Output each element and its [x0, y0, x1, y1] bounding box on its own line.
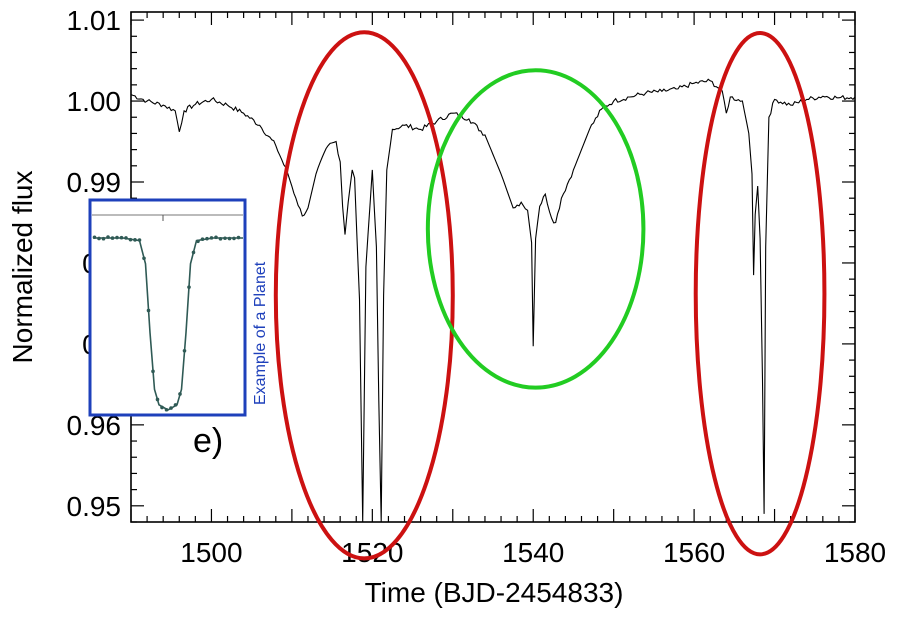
inset-data-point [187, 285, 191, 289]
x-tick-label: 1500 [180, 537, 242, 568]
inset-frame [88, 198, 247, 417]
inset-data-point [133, 238, 137, 242]
y-tick-label: 1.00 [67, 86, 122, 117]
inset-data-point [146, 308, 151, 313]
inset-data-point [214, 235, 218, 240]
highlight-ellipse-3 [693, 31, 827, 557]
panel-letter: e) [193, 422, 223, 460]
inset-data-point [173, 403, 178, 407]
inset-data-point [227, 236, 232, 241]
inset-data-points [92, 235, 241, 412]
inset-data-point [92, 235, 97, 240]
inset-data-point [128, 237, 133, 242]
highlight-ellipses [273, 30, 827, 561]
y-tick-label: 0.99 [67, 167, 122, 198]
inset-data-point [236, 235, 241, 240]
x-tick-label: 1540 [502, 537, 564, 568]
inset-data-point [110, 236, 115, 240]
inset-label: Example of a Planet [252, 261, 269, 405]
inset-data-point [142, 256, 146, 261]
x-axis-title: Time (BJD-2454833) [365, 577, 624, 608]
inset-data-point [232, 236, 236, 241]
inset-data-point [115, 235, 119, 240]
inset-data-point [164, 407, 169, 412]
inset-data-point [205, 236, 209, 241]
x-tick-label: 1560 [663, 537, 725, 568]
inset-data-point [200, 237, 205, 241]
highlight-ellipse-1 [273, 30, 455, 561]
y-tick-label: 1.01 [67, 5, 122, 36]
y-tick-label: 0.95 [67, 491, 122, 522]
inset-data-point [209, 236, 214, 240]
inset-data-point [137, 238, 142, 242]
inset-data-point [178, 392, 182, 396]
x-tick-label: 1580 [824, 537, 886, 568]
inset-data-point [223, 236, 227, 241]
inset-data-point [169, 406, 173, 410]
inset-data-point [151, 369, 155, 374]
inset-data-point [106, 235, 110, 239]
highlight-ellipse-2 [425, 68, 646, 390]
inset-data-point [196, 239, 200, 244]
inset-data-point [101, 236, 106, 241]
inset-data-point [97, 236, 101, 241]
inset-data-point [160, 405, 164, 410]
inset-data-point [191, 250, 196, 255]
y-axis-title: Normalized flux [7, 171, 38, 364]
inset-data-point [155, 397, 160, 402]
inset-planet-example: Example of a Planet [88, 198, 269, 417]
inset-data-point [218, 237, 223, 241]
inset-data-point [119, 235, 124, 240]
inset-data-point [182, 348, 187, 353]
x-tick-labels: 1500 1520 1540 1560 1580 [180, 537, 886, 568]
light-curve-line [130, 78, 856, 523]
inset-data-point [124, 236, 128, 240]
